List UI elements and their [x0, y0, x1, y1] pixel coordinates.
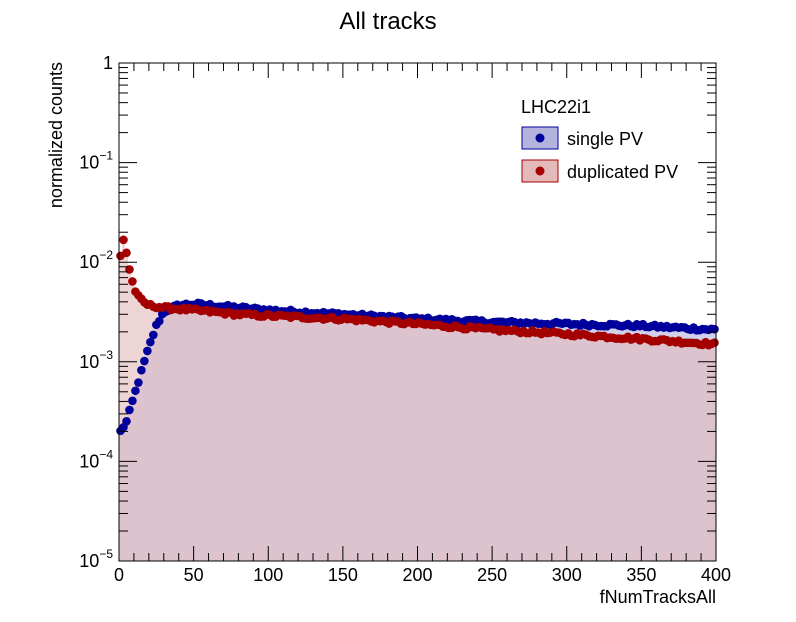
- point-single-pv: [155, 316, 164, 326]
- y-tick-exponent: −3: [99, 348, 113, 362]
- series-markers: [116, 235, 719, 436]
- point-single-pv: [122, 417, 131, 426]
- x-tick-label: 350: [626, 565, 656, 585]
- point-single-pv: [143, 346, 152, 356]
- x-tick-label: 50: [184, 565, 204, 585]
- y-ticks: [119, 62, 716, 562]
- y-tick-label: 10−4: [79, 447, 113, 471]
- x-tick-label: 200: [402, 565, 432, 585]
- x-tick-label: 0: [114, 565, 124, 585]
- y-tick-base: 10: [79, 252, 99, 272]
- y-tick-label: 1: [103, 53, 113, 73]
- point-single-pv: [149, 330, 158, 340]
- x-tick-label: 150: [328, 565, 358, 585]
- x-ticks: [118, 63, 717, 561]
- point-duplicated-pv: [119, 235, 128, 245]
- y-tick-base: 10: [79, 451, 99, 471]
- point-single-pv: [128, 396, 137, 406]
- legend-label-single-pv: single PV: [567, 129, 643, 149]
- x-tick-label: 300: [552, 565, 582, 585]
- point-duplicated-pv: [122, 248, 131, 258]
- point-duplicated-pv: [128, 277, 137, 286]
- y-tick-exponent: −4: [99, 447, 113, 461]
- y-tick-base: 10: [79, 352, 99, 372]
- x-axis-label: fNumTracksAll: [600, 587, 716, 607]
- x-tick-label: 100: [253, 565, 283, 585]
- y-tick-label: 10−2: [79, 248, 113, 272]
- legend-label-duplicated-pv: duplicated PV: [567, 162, 678, 182]
- point-single-pv: [131, 386, 140, 396]
- y-tick-base: 10: [79, 153, 99, 173]
- legend-entry-duplicated-pv: duplicated PV: [521, 159, 678, 183]
- y-axis-label: normalized counts: [46, 62, 66, 208]
- point-single-pv: [137, 365, 146, 375]
- y-tick-exponent: −2: [99, 248, 113, 262]
- markers-duplicated-pv: [116, 235, 719, 350]
- x-tick-label: 400: [701, 565, 731, 585]
- y-tick-label: 10−3: [79, 348, 113, 372]
- legend-title: LHC22i1: [521, 97, 591, 117]
- point-single-pv: [134, 378, 143, 387]
- legend: LHC22i1 single PV duplicated PV: [521, 97, 678, 183]
- fill-duplicated-pv: [119, 239, 716, 561]
- legend-marker-duplicated-pv: [535, 166, 545, 176]
- series-fills: [119, 239, 716, 561]
- y-tick-exponent: −1: [99, 149, 113, 163]
- axes: 0 50 100 150 200 250 300 350 40010−510−410−310−2…: [79, 53, 731, 585]
- chart-title: All tracks: [339, 8, 436, 35]
- legend-entry-single-pv: single PV: [521, 126, 643, 150]
- point-single-pv: [140, 356, 149, 366]
- x-tick-label: 250: [477, 565, 507, 585]
- y-tick-label: 10−1: [79, 149, 113, 173]
- point-single-pv: [146, 337, 155, 347]
- legend-marker-single-pv: [535, 133, 545, 143]
- point-single-pv: [125, 405, 134, 415]
- y-tick-exponent: −5: [99, 547, 113, 561]
- y-tick-base: 10: [79, 551, 99, 571]
- point-duplicated-pv: [710, 338, 719, 347]
- y-tick-label: 10−5: [79, 547, 113, 571]
